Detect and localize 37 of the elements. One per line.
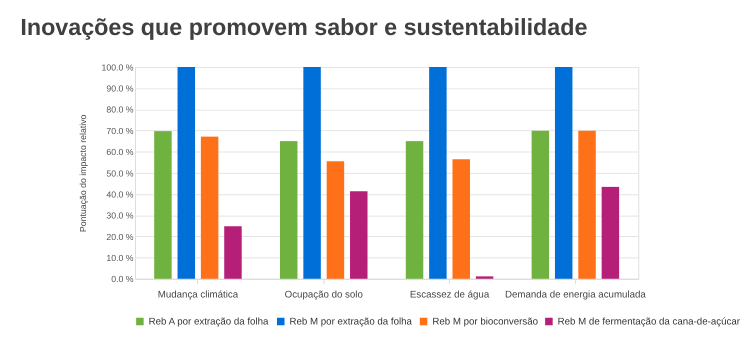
bar (224, 226, 242, 279)
y-tick-label: 0.0 % (111, 274, 134, 284)
bar (303, 66, 321, 279)
bar (602, 186, 620, 279)
y-axis-title: Pontuação do impacto relativo (78, 114, 88, 232)
y-tick-label: 20.0 % (106, 232, 134, 242)
legend-label: Reb M de fermentação da cana-de-açúcar (558, 316, 741, 328)
y-tick-label: 90.0 % (106, 84, 134, 94)
y-tick-label: 30.0 % (106, 210, 134, 221)
y-tick-label: 50.0 % (106, 168, 134, 178)
legend-label: Reb M por bioconversão (432, 316, 538, 328)
bar (429, 66, 447, 279)
x-tick-label: Ocupação do solo (284, 290, 363, 301)
bar (280, 141, 298, 279)
y-tick-label: 10.0 % (106, 252, 134, 263)
bar (532, 130, 550, 279)
bar (200, 136, 218, 279)
bar (452, 159, 470, 279)
bar (178, 66, 196, 279)
x-tick-label: Demanda de energia acumulada (504, 290, 646, 301)
y-tick-label: 60.0 % (106, 147, 134, 158)
bar (578, 130, 596, 279)
bar (406, 141, 424, 279)
legend-label: Reb M por extração da folha (290, 316, 413, 328)
chart-title: Inovações que promovem sabor e sustentabilidade (20, 14, 588, 40)
x-tick-label: Escassez de água (410, 290, 490, 301)
bar (154, 131, 172, 279)
bar (350, 191, 368, 279)
x-tick-label: Mudança climática (158, 290, 239, 301)
y-tick-label: 40.0 % (106, 189, 134, 200)
bar (476, 276, 494, 279)
legend-label: Reb A por extração da folha (148, 316, 269, 328)
y-tick-label: 100.0 % (102, 62, 134, 72)
y-tick-label: 70.0 % (106, 126, 134, 136)
y-tick-label: 80.0 % (106, 104, 134, 115)
bar (554, 66, 572, 279)
bar (326, 161, 344, 279)
